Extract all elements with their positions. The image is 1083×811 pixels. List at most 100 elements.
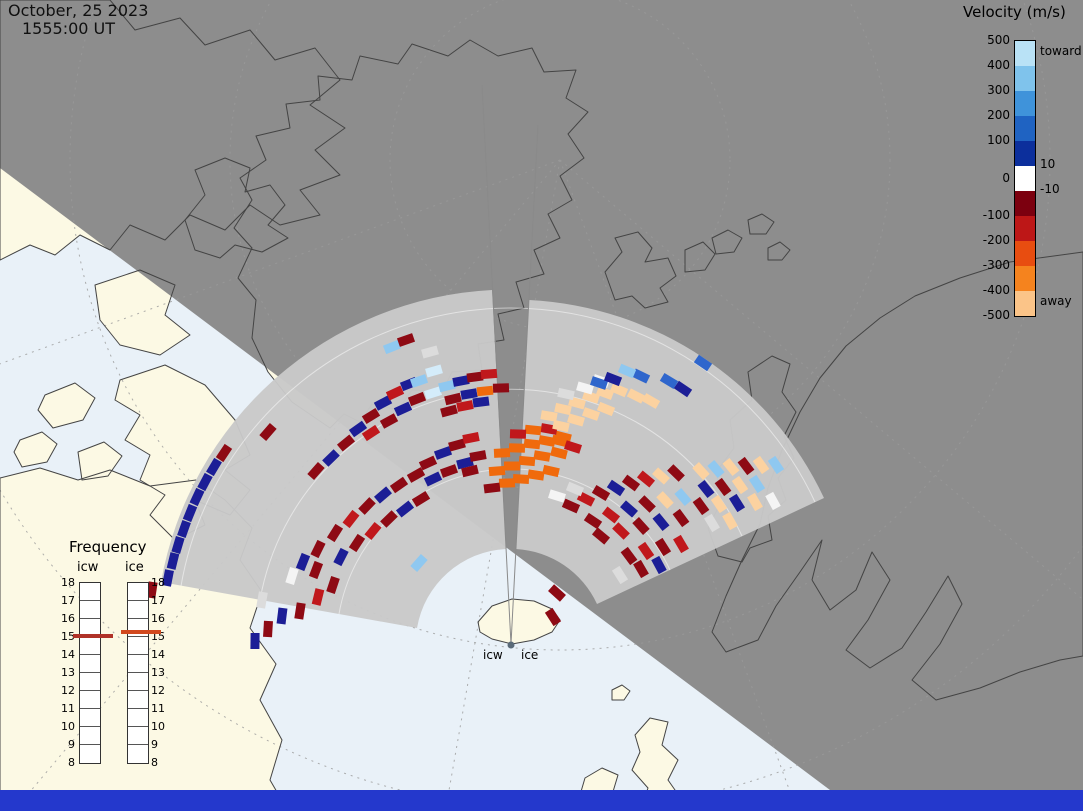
velocity-cell xyxy=(512,474,530,484)
date-line: October, 25 2023 xyxy=(8,1,149,20)
velocity-cell xyxy=(561,498,581,514)
velocity-cell xyxy=(620,546,638,566)
velocity-cell xyxy=(565,481,585,497)
velocity-cell xyxy=(285,567,299,585)
velocity-cell xyxy=(633,559,649,579)
velocity-colorbar-segment xyxy=(1015,91,1035,116)
velocity-cell xyxy=(462,432,480,444)
velocity-cell xyxy=(596,401,616,417)
frequency-tick-label: 10 xyxy=(151,720,165,733)
velocity-cell xyxy=(466,371,484,383)
velocity-cell xyxy=(737,456,755,476)
velocity-cell xyxy=(483,482,501,494)
velocity-cell xyxy=(361,407,381,425)
frequency-tick-label: 18 xyxy=(61,576,75,589)
velocity-cell xyxy=(476,385,494,397)
frequency-tick-label: 9 xyxy=(151,738,158,751)
velocity-cell xyxy=(704,513,720,533)
velocity-cell xyxy=(524,424,542,436)
velocity-cell xyxy=(612,522,630,540)
velocity-cell xyxy=(393,401,413,417)
frequency-scale-cell xyxy=(80,655,100,673)
velocity-cell xyxy=(493,448,511,458)
velocity-cell xyxy=(508,443,526,453)
frequency-scale-cell xyxy=(80,601,100,619)
velocity-cell xyxy=(197,472,213,492)
velocity-cell xyxy=(652,467,670,485)
velocity-cell xyxy=(564,440,582,454)
velocity-cell xyxy=(410,554,428,572)
velocity-cell xyxy=(425,364,443,378)
frequency-scale-cell xyxy=(128,619,148,637)
velocity-cell xyxy=(294,602,306,620)
velocity-cell xyxy=(396,333,416,347)
velocity-cell xyxy=(626,388,646,404)
velocity-tick-label: -300 xyxy=(982,258,1010,272)
velocity-cell xyxy=(722,511,738,531)
velocity-cell xyxy=(469,450,487,462)
velocity-cell xyxy=(146,581,158,599)
velocity-cell xyxy=(452,375,470,387)
velocity-cell xyxy=(407,391,427,407)
velocity-cell xyxy=(492,383,510,393)
velocity-cell xyxy=(385,385,405,401)
frequency-tick-label: 10 xyxy=(61,720,75,733)
velocity-colorbar-segment xyxy=(1015,141,1035,166)
velocity-cell xyxy=(433,446,453,460)
velocity-cell xyxy=(389,476,409,494)
velocity-cell xyxy=(722,457,740,477)
frequency-column-label-ice: ice xyxy=(125,560,144,575)
velocity-cell xyxy=(395,500,415,518)
velocity-colorbar-segment xyxy=(1015,166,1035,191)
velocity-colorbar-segment xyxy=(1015,291,1035,316)
velocity-cell xyxy=(342,509,360,529)
frequency-tick-label: 16 xyxy=(61,612,75,625)
velocity-cell xyxy=(636,470,656,488)
velocity-colorbar-segment xyxy=(1015,216,1035,241)
velocity-toward-label: toward xyxy=(1040,44,1082,58)
velocity-cell xyxy=(456,456,474,470)
velocity-cell xyxy=(533,450,551,462)
velocity-tick-label: 500 xyxy=(987,33,1010,47)
velocity-cell xyxy=(752,455,770,475)
velocity-cell xyxy=(311,588,325,606)
bottom-border-bar xyxy=(0,790,1083,811)
velocity-cell xyxy=(637,541,655,561)
frequency-scale-cell xyxy=(128,745,148,763)
velocity-cell xyxy=(620,500,638,518)
velocity-cell xyxy=(382,339,402,355)
velocity-cell xyxy=(567,413,585,427)
velocity-cell xyxy=(472,396,490,408)
velocity-cell xyxy=(651,555,667,575)
velocity-cell xyxy=(503,461,521,471)
velocity-cell xyxy=(177,519,191,539)
frequency-scale-cell xyxy=(128,709,148,727)
velocity-cell xyxy=(631,368,651,384)
velocity-cell xyxy=(710,494,728,514)
frequency-tick-label: 9 xyxy=(68,738,75,751)
velocity-neg-threshold-tick: -10 xyxy=(1040,182,1060,196)
velocity-cells-layer xyxy=(146,333,785,650)
velocity-colorbar-segment xyxy=(1015,241,1035,266)
velocity-cell xyxy=(667,464,685,482)
velocity-cell xyxy=(438,379,456,393)
velocity-colorbar-segment xyxy=(1015,266,1035,291)
velocity-cell xyxy=(748,474,766,494)
frequency-tick-label: 18 xyxy=(151,576,165,589)
beam-boundary-lines xyxy=(481,84,539,645)
velocity-tick-label: -200 xyxy=(982,233,1010,247)
velocity-cell xyxy=(638,495,656,513)
frequency-tick-label: 12 xyxy=(61,684,75,697)
velocity-cell xyxy=(576,381,594,395)
frequency-scale-ice xyxy=(127,582,149,764)
velocity-cell xyxy=(589,376,609,390)
frequency-tick-label: 8 xyxy=(68,756,75,769)
frequency-tick-label: 14 xyxy=(61,648,75,661)
velocity-cell xyxy=(591,527,611,545)
velocity-cell xyxy=(444,392,462,406)
frequency-tick-label: 16 xyxy=(151,612,165,625)
velocity-cell xyxy=(674,487,692,507)
velocity-cell xyxy=(595,385,615,401)
velocity-pos-threshold-tick: 10 xyxy=(1040,157,1056,171)
velocity-cell xyxy=(548,584,566,602)
